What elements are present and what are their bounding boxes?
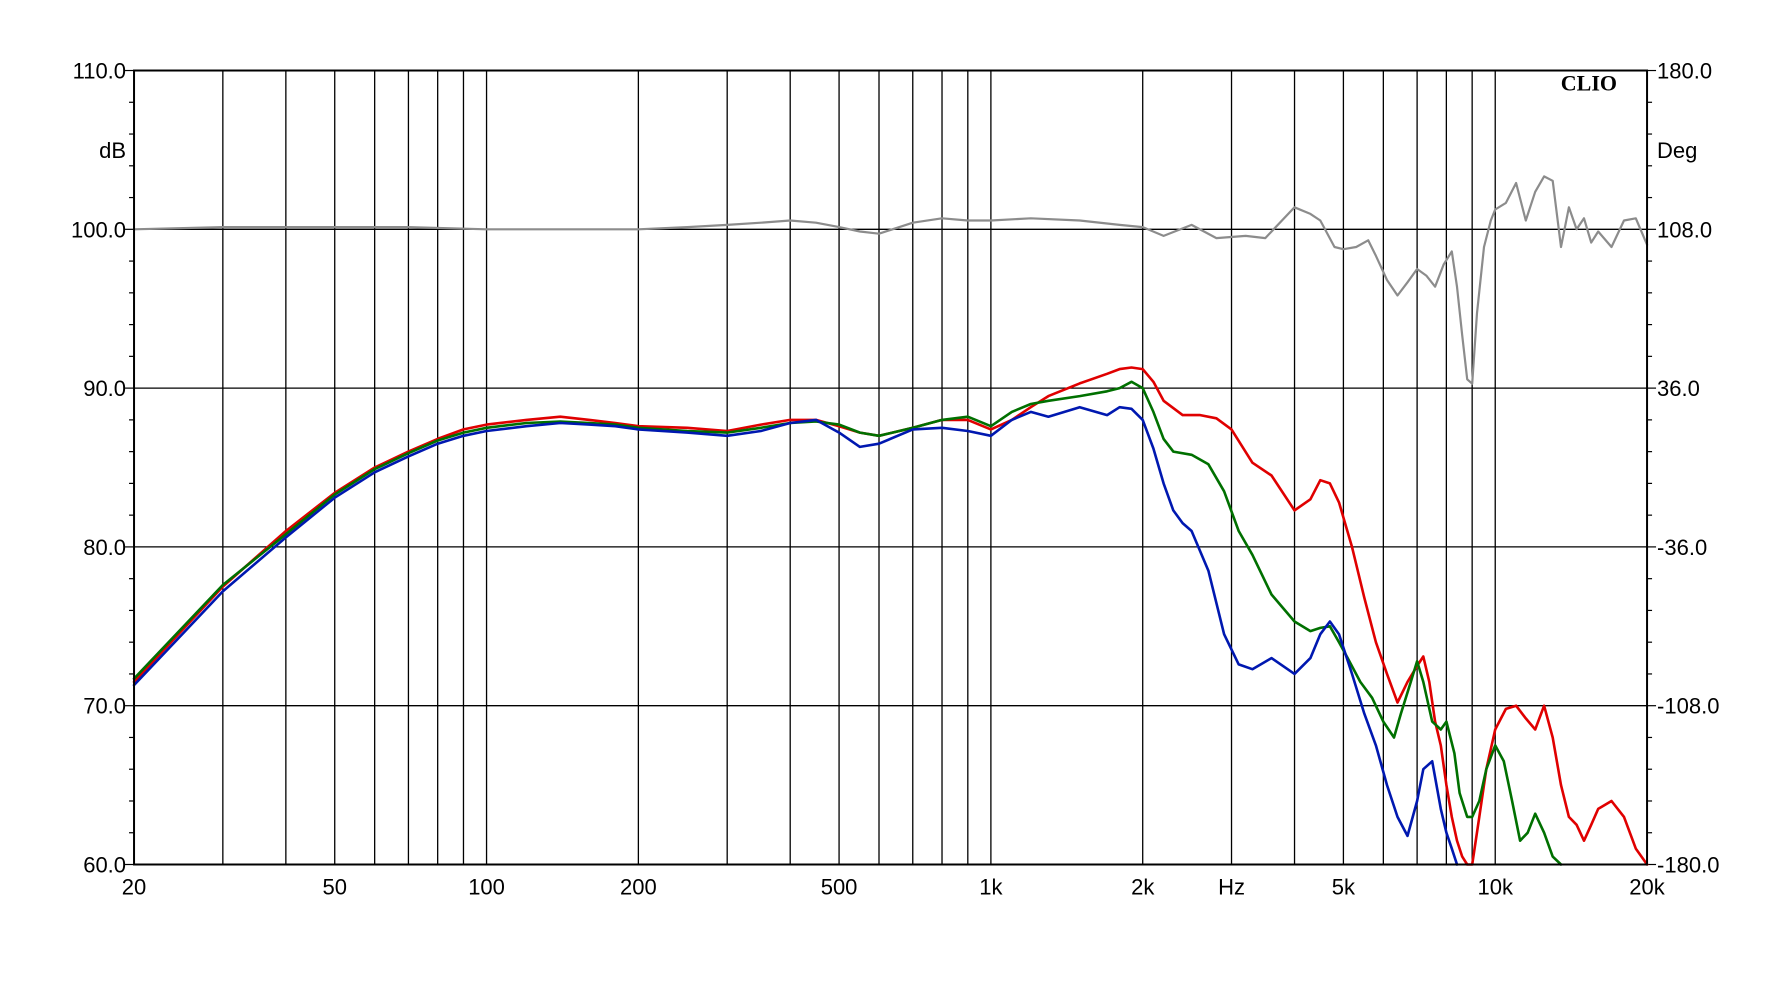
y-right-tick-label: 36.0 [1657, 376, 1700, 401]
x-tick-label: 2k [1131, 875, 1155, 900]
y-left-tick-label: 110.0 [73, 59, 126, 84]
x-tick-label: 100 [468, 875, 505, 900]
x-tick-label: 20 [122, 875, 146, 900]
y-left-tick-label: 100.0 [71, 217, 126, 242]
y-right-tick-label: 180.0 [1657, 59, 1712, 84]
y-axis-left-unit-label: dB [99, 138, 126, 163]
series-line-response-green [132, 380, 1563, 866]
y-left-tick-label: 60.0 [83, 853, 126, 878]
y-right-tick-label: -180.0 [1657, 853, 1719, 878]
y-left-tick-label: 90.0 [83, 376, 126, 401]
x-tick-label: 10k [1477, 875, 1513, 900]
series-line-response-red [132, 366, 1649, 866]
y-axis-right-unit-label: Deg [1657, 138, 1697, 163]
x-tick-label: 500 [821, 875, 858, 900]
x-tick-label: 20k [1629, 875, 1665, 900]
y-right-tick-label: 108.0 [1657, 217, 1712, 242]
series-line-phase [132, 175, 1649, 385]
x-tick-label: 5k [1332, 875, 1356, 900]
x-tick-label: 50 [322, 875, 346, 900]
y-left-tick-label: 70.0 [83, 694, 126, 719]
series-line-response-blue [132, 405, 1459, 866]
plot-frame [133, 69, 1649, 866]
x-tick-label: 200 [620, 875, 657, 900]
y-right-tick-label: -108.0 [1657, 694, 1719, 719]
brand-logo: CLIO [1561, 71, 1617, 96]
y-right-tick-label: -36.0 [1657, 535, 1707, 560]
y-left-tick-label: 80.0 [83, 535, 126, 560]
x-axis-unit-label: Hz [1218, 875, 1245, 900]
x-tick-label: 1k [979, 875, 1003, 900]
